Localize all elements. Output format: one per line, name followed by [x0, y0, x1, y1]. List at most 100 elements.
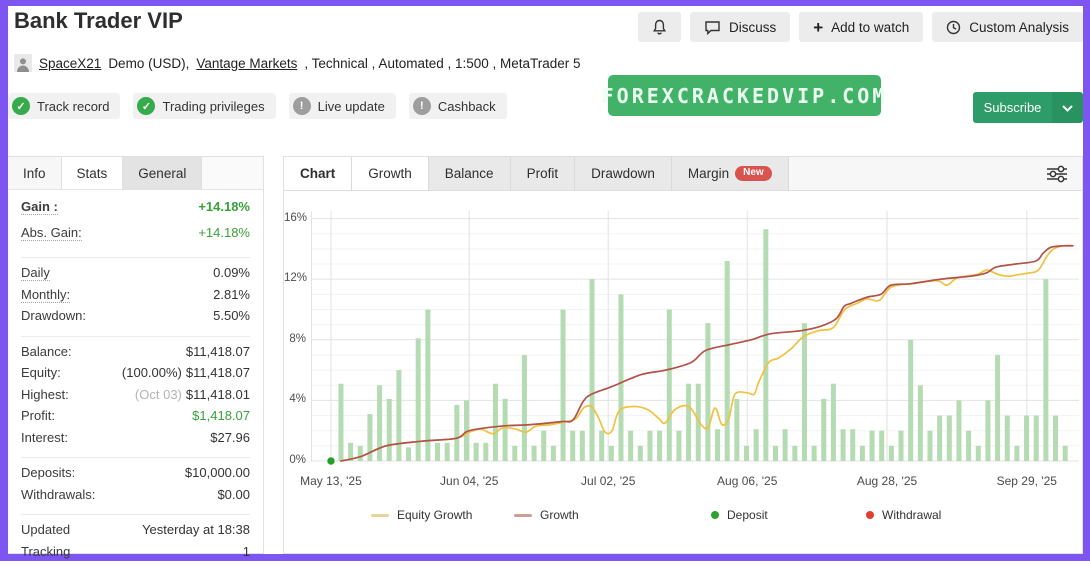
y-axis-tick: 8%: [284, 333, 306, 345]
x-axis-tick: May 13, '25: [300, 474, 362, 488]
stat-row: Drawdown:5.50%: [8, 308, 263, 330]
legend-growth[interactable]: Growth: [514, 508, 579, 522]
stat-value: 1: [243, 544, 250, 559]
clock-icon: [946, 20, 961, 35]
stat-label: Profit:: [21, 408, 55, 423]
promo-banner: FOREXCRACKEDVIP.COM: [608, 75, 881, 116]
tab-label: Balance: [445, 166, 494, 181]
chevron-down-icon: [1062, 99, 1073, 117]
stat-value: $27.96: [210, 430, 250, 445]
x-axis-tick: Jul 02, '25: [581, 474, 635, 488]
stat-row: Gain :+14.18%: [8, 199, 263, 225]
broker-link[interactable]: Vantage Markets: [196, 56, 297, 71]
custom-analysis-label: Custom Analysis: [969, 20, 1069, 35]
badge-trading-privileges: ✓Trading privileges: [133, 93, 275, 119]
legend-line-swatch: [371, 514, 389, 517]
legend-dot-swatch: [866, 511, 874, 519]
tab-profit[interactable]: Profit: [511, 157, 576, 190]
stat-row: Monthly: 2.81%: [8, 287, 263, 309]
x-axis-tick: Jun 04, '25: [440, 474, 498, 488]
badge-label: Live update: [318, 99, 385, 114]
subscribe-dropdown[interactable]: [1052, 92, 1083, 123]
stat-value: Yesterday at 18:38: [142, 522, 250, 537]
growth-chart[interactable]: [311, 211, 1079, 461]
divider: [21, 257, 250, 258]
subscribe-button[interactable]: Subscribe: [973, 92, 1083, 123]
page: Bank Trader VIP Discuss + Add to watch C…: [8, 6, 1083, 554]
tab-general[interactable]: General: [123, 157, 202, 189]
stat-value: $0.00: [217, 487, 250, 502]
stat-value: 5.50%: [213, 308, 250, 323]
stat-row: Tracking 1: [8, 544, 263, 565]
stat-value: (Oct 03)$11,418.01: [135, 387, 250, 402]
badge-label: Track record: [37, 99, 109, 114]
exclamation-icon: !: [293, 97, 311, 115]
stat-row: Highest:(Oct 03)$11,418.01: [8, 387, 263, 409]
stat-row: Updated Yesterday at 18:38: [8, 522, 263, 544]
legend-equity-growth[interactable]: Equity Growth: [371, 508, 472, 522]
badge-track-record: ✓Track record: [8, 93, 120, 119]
stat-value-prefix: (Oct 03): [135, 387, 182, 402]
legend-deposit[interactable]: Deposit: [711, 508, 768, 522]
tab-stats[interactable]: Stats: [62, 157, 124, 189]
tab-drawdown[interactable]: Drawdown: [575, 157, 672, 190]
tab-label: Margin: [688, 166, 729, 181]
stat-row: Equity:(100.00%)$11,418.07: [8, 365, 263, 387]
stat-label: Tracking: [21, 544, 70, 559]
stat-label: Abs. Gain:: [21, 225, 82, 241]
tab-label: Profit: [527, 166, 559, 181]
check-icon: ✓: [137, 97, 155, 115]
stat-label: Deposits:: [21, 465, 75, 480]
stat-row: Interest: $27.96: [8, 430, 263, 452]
notifications-button[interactable]: [638, 12, 681, 42]
stat-label: Monthly:: [21, 287, 70, 303]
stat-value: $1,418.07: [192, 408, 250, 423]
stat-value: +14.18%: [198, 225, 250, 240]
stat-value: 0.09%: [213, 265, 250, 280]
stat-value: 2.81%: [213, 287, 250, 302]
divider: [21, 514, 250, 515]
y-axis-tick: 16%: [284, 212, 306, 224]
chart-settings-icon[interactable]: [1045, 164, 1069, 189]
stat-label: Equity:: [21, 365, 61, 380]
custom-analysis-button[interactable]: Custom Analysis: [932, 12, 1083, 42]
subscribe-label[interactable]: Subscribe: [973, 92, 1052, 123]
x-axis-tick: Aug 28, '25: [857, 474, 917, 488]
account-line: SpaceX21 Demo (USD), Vantage Markets , T…: [14, 54, 581, 72]
tab-growth[interactable]: Growth: [352, 157, 429, 190]
y-axis-tick: 4%: [284, 393, 306, 405]
stat-row: Withdrawals: $0.00: [8, 487, 263, 509]
tab-info[interactable]: Info: [8, 157, 62, 189]
tab-balance[interactable]: Balance: [429, 157, 511, 190]
page-title: Bank Trader VIP: [14, 8, 183, 34]
x-axis-tick: Sep 29, '25: [997, 474, 1057, 488]
legend-withdrawal[interactable]: Withdrawal: [866, 508, 941, 522]
badge-live-update: ! Live update: [289, 93, 396, 119]
exclamation-icon: !: [413, 97, 431, 115]
legend-dot-swatch: [711, 511, 719, 519]
legend-line-swatch: [514, 514, 532, 517]
username-link[interactable]: SpaceX21: [39, 56, 101, 71]
x-axis-tick: Aug 06, '25: [717, 474, 777, 488]
tab-label: Drawdown: [591, 166, 655, 181]
top-actions: Discuss + Add to watch Custom Analysis: [638, 12, 1083, 42]
stat-label: Daily: [21, 265, 50, 281]
add-to-watch-button[interactable]: + Add to watch: [799, 12, 923, 42]
discuss-button[interactable]: Discuss: [690, 12, 790, 42]
legend-label: Withdrawal: [882, 508, 941, 522]
stat-label: Withdrawals:: [21, 487, 95, 502]
divider: [21, 457, 250, 458]
bell-icon: [652, 19, 667, 36]
stat-label: Updated: [21, 522, 70, 537]
badge-label: Cashback: [438, 99, 496, 114]
y-axis-tick: 0%: [284, 454, 306, 466]
stat-row: Abs. Gain: +14.18%: [8, 225, 263, 251]
avatar: [14, 54, 32, 72]
stat-label: Interest:: [21, 430, 68, 445]
add-to-watch-label: Add to watch: [831, 20, 909, 35]
tab-label: Growth: [368, 166, 412, 181]
stat-row: Balance:$11,418.07: [8, 344, 263, 366]
